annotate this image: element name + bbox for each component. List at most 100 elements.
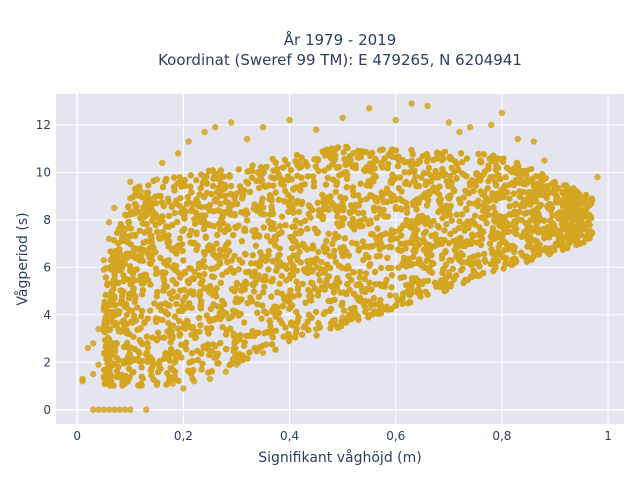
data-point: [127, 178, 134, 186]
data-point: [490, 267, 497, 275]
data-point: [356, 268, 364, 276]
data-point: [381, 213, 388, 220]
data-point: [392, 302, 399, 309]
data-point: [294, 197, 301, 205]
data-point: [117, 220, 124, 228]
data-point: [227, 211, 234, 218]
data-point: [217, 339, 224, 347]
data-point: [334, 144, 342, 151]
data-point: [456, 218, 463, 225]
data-point: [287, 303, 294, 311]
data-point: [178, 341, 185, 349]
data-point: [158, 159, 166, 167]
data-point: [221, 253, 229, 260]
data-point: [138, 307, 146, 315]
data-point: [508, 261, 515, 268]
data-point: [109, 253, 116, 261]
data-point: [117, 328, 124, 335]
data-point: [327, 297, 335, 305]
data-point: [480, 228, 487, 236]
data-point: [131, 200, 139, 208]
data-point: [315, 320, 322, 327]
data-point: [533, 222, 540, 229]
data-point: [510, 190, 517, 197]
data-point: [512, 211, 520, 219]
data-point: [282, 221, 289, 229]
data-point: [348, 276, 355, 284]
data-point: [199, 360, 206, 367]
data-point: [492, 166, 500, 174]
data-point: [350, 290, 358, 298]
data-point: [138, 373, 145, 381]
data-point: [101, 298, 108, 306]
data-point: [322, 181, 330, 188]
data-point: [403, 209, 411, 216]
data-point: [282, 297, 290, 304]
data-point: [205, 315, 212, 322]
data-point: [116, 406, 123, 413]
data-point: [143, 406, 150, 413]
data-point: [473, 170, 480, 177]
data-point: [242, 278, 249, 286]
data-point: [463, 238, 470, 245]
data-point: [516, 188, 523, 195]
data-point: [304, 225, 311, 232]
data-point: [254, 309, 261, 316]
data-point: [417, 288, 424, 296]
data-point: [121, 357, 128, 365]
data-point: [243, 217, 251, 224]
data-point: [292, 217, 299, 224]
data-point: [162, 354, 169, 361]
data-point: [218, 186, 226, 194]
data-point: [110, 281, 118, 289]
data-point: [343, 248, 350, 255]
data-point: [105, 377, 113, 384]
data-point: [355, 296, 362, 304]
data-point: [471, 181, 479, 188]
data-point: [499, 231, 506, 238]
y-tick-label: 8: [43, 213, 51, 227]
data-point: [238, 188, 245, 195]
data-point: [442, 274, 450, 281]
data-point: [327, 325, 334, 332]
data-point: [116, 249, 124, 257]
data-point: [206, 375, 214, 383]
data-point: [547, 207, 555, 214]
data-point: [367, 179, 375, 186]
data-point: [584, 228, 591, 236]
data-point: [118, 237, 126, 245]
data-point: [259, 195, 266, 202]
data-point: [443, 221, 450, 228]
data-point: [351, 306, 358, 314]
data-point: [503, 219, 510, 226]
data-point: [287, 166, 295, 174]
data-point: [104, 352, 112, 360]
data-point: [569, 220, 576, 227]
data-point: [195, 272, 203, 279]
data-point: [203, 189, 211, 197]
data-point: [111, 302, 119, 309]
data-point: [206, 242, 213, 249]
data-point: [182, 325, 189, 332]
data-point: [376, 307, 383, 314]
data-point: [173, 218, 181, 226]
data-point: [336, 322, 343, 329]
data-point: [582, 195, 589, 202]
data-point: [122, 211, 129, 218]
data-point: [278, 229, 285, 236]
data-point: [532, 172, 540, 180]
data-point: [362, 288, 369, 296]
data-point: [349, 215, 357, 223]
data-point: [222, 368, 230, 375]
data-point: [534, 229, 542, 236]
data-point: [499, 253, 507, 261]
data-point: [233, 295, 240, 302]
data-point: [282, 187, 289, 195]
data-point: [249, 227, 256, 235]
data-point: [388, 264, 395, 272]
data-point: [420, 278, 428, 285]
data-point: [346, 286, 353, 293]
data-point: [373, 214, 380, 222]
data-point: [267, 323, 274, 330]
data-point: [451, 187, 458, 195]
